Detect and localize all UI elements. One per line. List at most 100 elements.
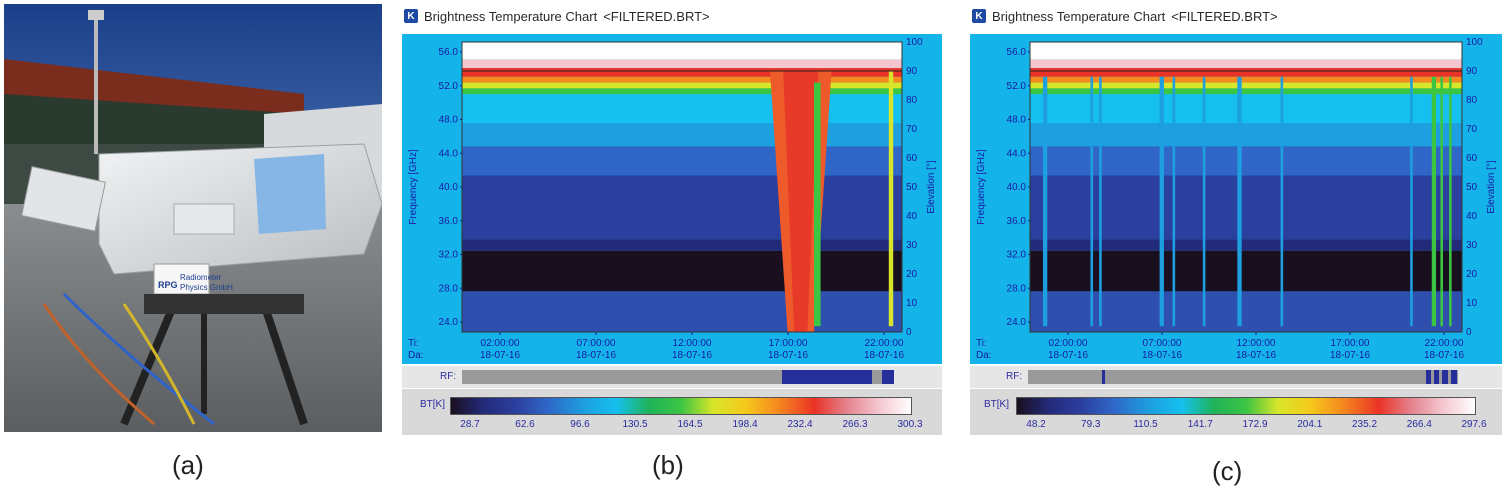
bt-tick-label: 297.6 — [1461, 419, 1487, 430]
spike-streak — [1159, 76, 1164, 327]
y2-tick-label: 100 — [1466, 37, 1483, 48]
bt-colorbar-row: BT[K] 28.7 62.6 96.6 130.5 164.5 198.4 232.4 26… — [402, 389, 942, 435]
rf-row: RF: — [970, 366, 1502, 388]
spike-streak — [1099, 76, 1102, 327]
bt-tick-label: 172.9 — [1242, 419, 1268, 430]
rf-flag-block — [1426, 370, 1431, 384]
bt-colorbar-row: BT[K] 48.2 79.3 110.5 141.7 172.9 204.1 235.2 2… — [970, 389, 1502, 435]
y2-tick-label: 90 — [1466, 66, 1478, 77]
plume-edge — [888, 71, 894, 327]
y-tick-label: 44.0 — [1007, 148, 1027, 159]
title-bar: K Brightness Temperature Chart <FILTERED… — [402, 0, 942, 32]
bt-tick-label: 266.3 — [842, 419, 868, 430]
date-tick-label: 18-07-16 — [480, 350, 520, 361]
y2-tick-label: 90 — [906, 66, 918, 77]
heatmap-band — [1030, 76, 1462, 83]
time-tick-label: 07:00:00 — [1143, 338, 1182, 349]
bt-tick-label: 130.5 — [622, 419, 648, 430]
y2-tick-label: 70 — [906, 124, 918, 135]
y-tick-label: 36.0 — [1007, 216, 1027, 227]
bt-tick-label: 28.7 — [460, 419, 480, 430]
heatmap-band — [462, 88, 902, 95]
app-logo-icon: K — [972, 9, 986, 23]
time-tick-label: 02:00:00 — [481, 338, 520, 349]
photo-plate-line1: Radiometer — [180, 273, 222, 282]
y-tick-label: 24.0 — [1007, 317, 1027, 328]
y2-tick-label: 40 — [906, 211, 918, 222]
y2-tick-label: 30 — [906, 240, 918, 251]
y2-axis-title: Elevation [°] — [926, 160, 937, 214]
window-title: Brightness Temperature Chart — [424, 8, 598, 24]
rf-row: RF: — [402, 366, 942, 388]
date-prefix: Da: — [976, 350, 992, 361]
spike-streak — [1042, 76, 1048, 327]
date-tick-label: 18-07-16 — [1236, 350, 1276, 361]
spike-streak — [1431, 76, 1437, 327]
heatmap-band — [462, 59, 902, 69]
caption-b: (b) — [652, 450, 684, 480]
date-tick-label: 18-07-16 — [768, 350, 808, 361]
caption-a: (a) — [172, 450, 204, 480]
y-tick-label: 28.0 — [439, 283, 459, 294]
photo-logo-letters: RPG — [158, 280, 178, 290]
plume-edge — [814, 82, 821, 327]
file-tag: <FILTERED.BRT> — [1171, 8, 1278, 24]
date-tick-label: 18-07-16 — [576, 350, 616, 361]
y2-tick-label: 40 — [1466, 211, 1478, 222]
rf-label: RF: — [1006, 371, 1023, 382]
chart-window-c: K Brightness Temperature Chart <FILTERED… — [970, 0, 1502, 435]
y-axis-title: Frequency [GHz] — [408, 149, 419, 225]
bt-colorbar — [1016, 397, 1476, 415]
heatmap-band — [1030, 68, 1462, 77]
spike-streak — [1410, 76, 1413, 327]
date-tick-label: 18-07-16 — [1048, 350, 1088, 361]
time-tick-label: 17:00:00 — [1331, 338, 1370, 349]
heatmap-band — [1030, 42, 1462, 60]
heatmap-band — [462, 175, 902, 240]
rf-flag-block — [1442, 370, 1448, 384]
bt-tick-label: 110.5 — [1133, 419, 1158, 430]
y-tick-label: 32.0 — [1007, 250, 1027, 261]
y-tick-label: 32.0 — [439, 250, 459, 261]
heatmap-band — [1030, 82, 1462, 89]
instrument-photo: Radiometer Physics GmbH RPG — [4, 4, 382, 432]
heatmap-band — [462, 68, 902, 77]
y2-axis-title: Elevation [°] — [1486, 160, 1497, 214]
heatmap-band — [462, 239, 902, 251]
spike-streak — [1172, 76, 1176, 327]
time-tick-label: 07:00:00 — [577, 338, 616, 349]
warm-plume-core — [783, 71, 819, 332]
y-tick-label: 48.0 — [1007, 115, 1027, 126]
time-tick-label: 17:00:00 — [769, 338, 808, 349]
heatmap-band — [1030, 175, 1462, 240]
bt-tick-label: 232.4 — [787, 419, 813, 430]
y2-tick-label: 10 — [1466, 298, 1478, 309]
heatmap-band — [462, 76, 902, 83]
y-tick-label: 56.0 — [439, 47, 459, 58]
y2-tick-label: 80 — [1466, 95, 1478, 106]
heatmap-band — [1030, 250, 1462, 292]
heatmap-band — [1030, 146, 1462, 176]
heatmap-band — [462, 123, 902, 147]
bt-tick-label: 164.5 — [677, 419, 703, 430]
time-tick-label: 22:00:00 — [865, 338, 904, 349]
heatmap-band — [462, 82, 902, 89]
rf-track — [1028, 370, 1458, 384]
time-prefix: Ti: — [408, 338, 419, 349]
rf-flag-block — [1102, 370, 1105, 384]
date-tick-label: 18-07-16 — [864, 350, 904, 361]
bt-tick-label: 96.6 — [570, 419, 590, 430]
y-tick-label: 52.0 — [439, 81, 459, 92]
heatmap-band — [1030, 94, 1462, 124]
file-tag: <FILTERED.BRT> — [603, 8, 710, 24]
heatmap-band — [462, 146, 902, 176]
bt-label: BT[K] — [420, 399, 446, 410]
date-prefix: Da: — [408, 350, 424, 361]
y2-tick-label: 100 — [906, 37, 923, 48]
date-tick-label: 18-07-16 — [1330, 350, 1370, 361]
heatmap-band — [462, 94, 902, 124]
time-tick-label: 12:00:00 — [673, 338, 712, 349]
brightness-chart: 56.0 52.0 48.0 44.0 40.0 36.0 32.0 28.0 24.0 100 9… — [970, 34, 1502, 364]
y2-tick-label: 70 — [1466, 124, 1478, 135]
rf-flag-block — [1451, 370, 1457, 384]
